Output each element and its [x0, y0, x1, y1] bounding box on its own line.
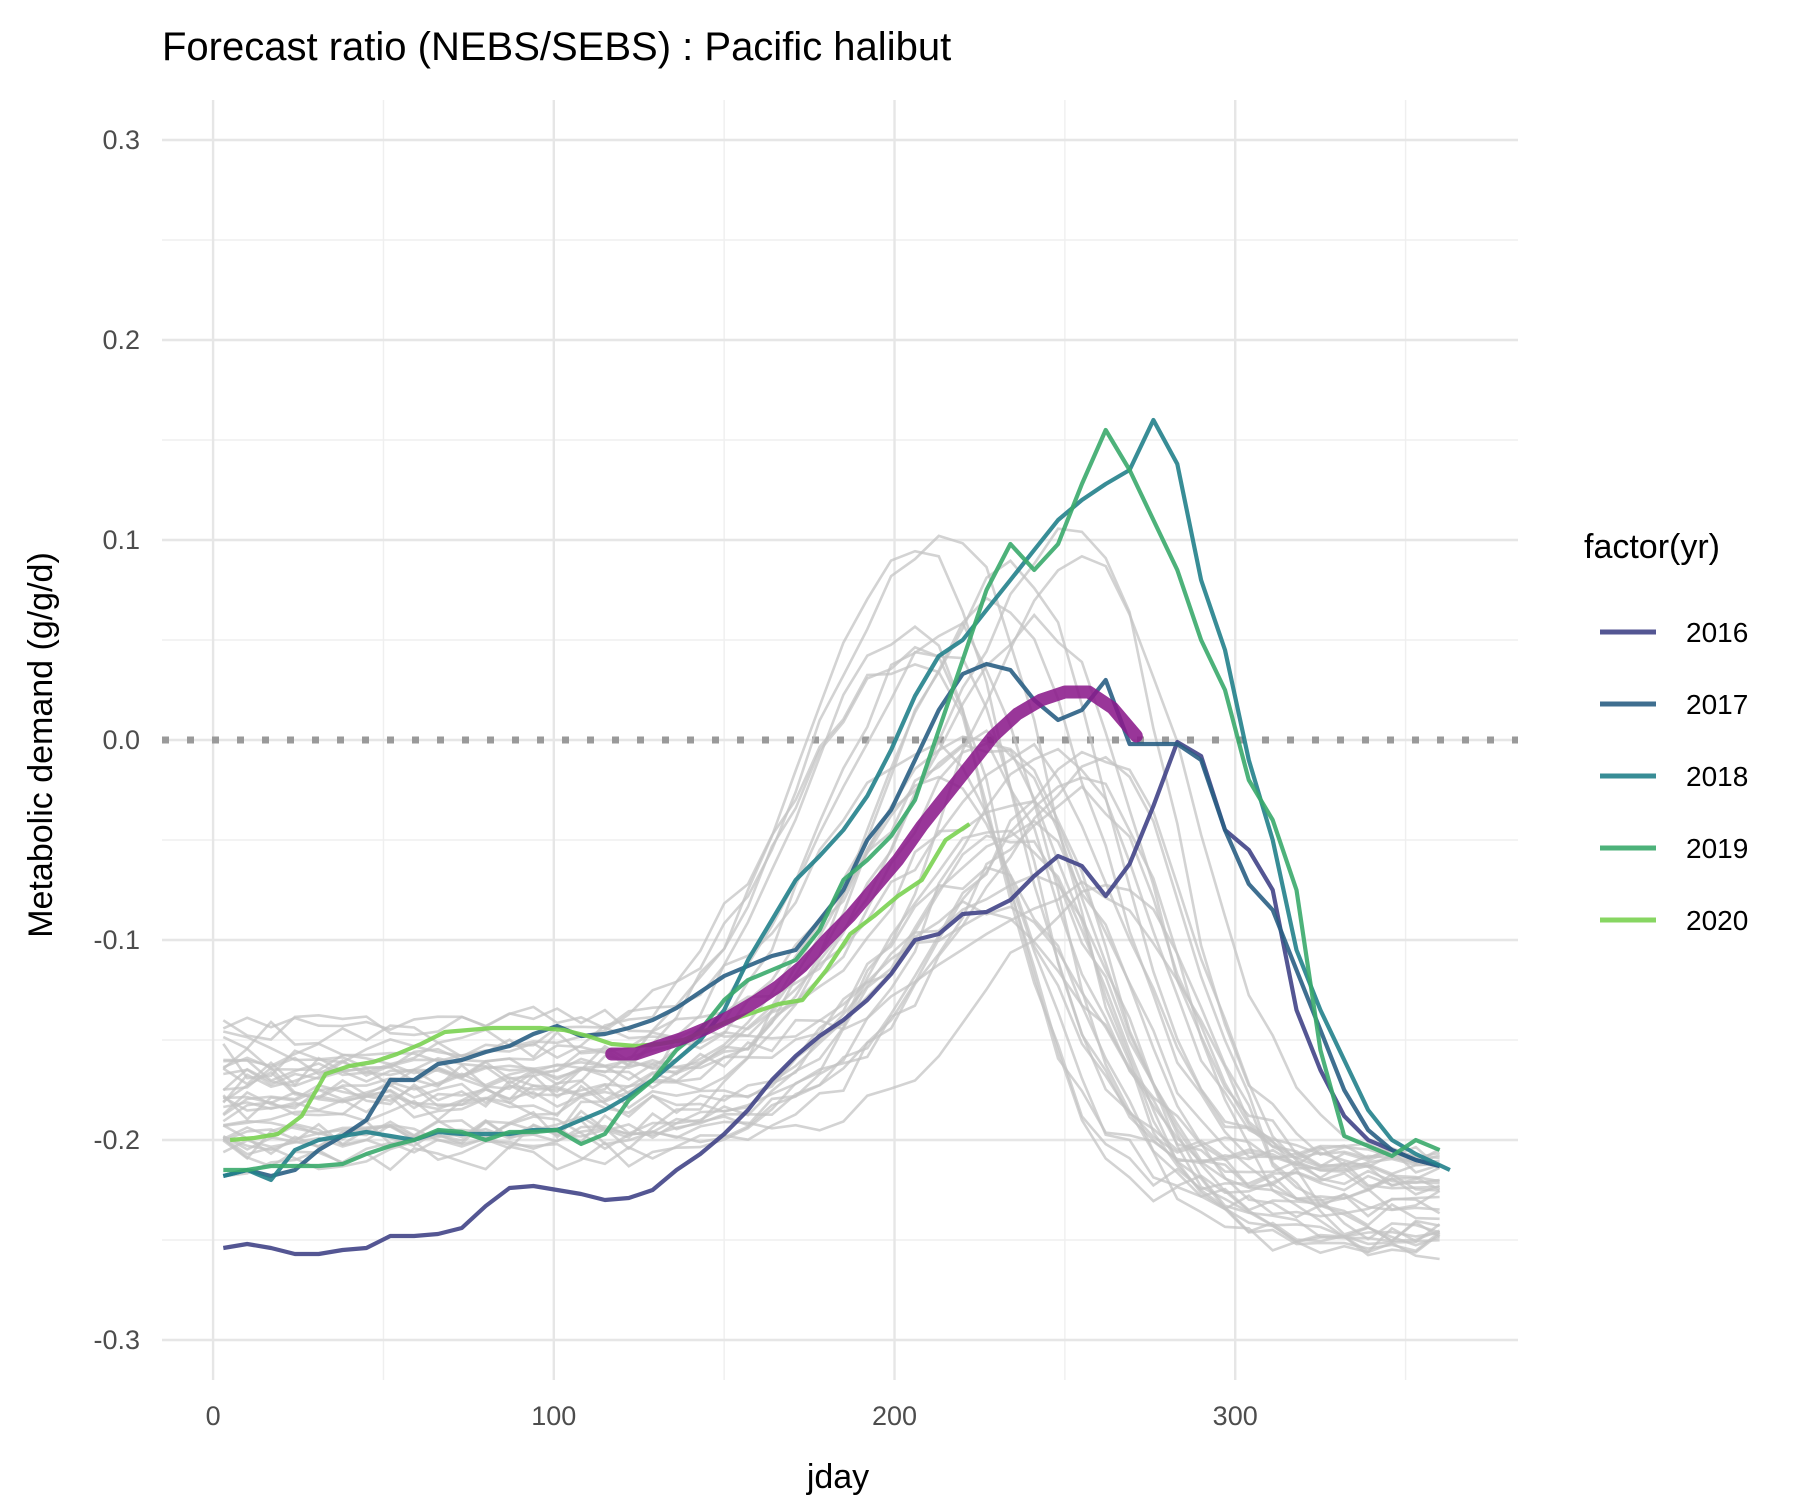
- legend-title: factor(yr): [1584, 528, 1720, 566]
- y-tick-label: 0.2: [102, 325, 140, 355]
- y-tick-label: -0.1: [93, 925, 140, 955]
- forecast-trend-line: [605, 685, 1143, 1061]
- legend-label-2020: 2020: [1686, 905, 1748, 936]
- background-year-line: [222, 880, 1441, 1243]
- background-year-line: [222, 743, 1441, 1257]
- chart-title: Forecast ratio (NEBS/SEBS) : Pacific hal…: [162, 25, 951, 69]
- legend-label-2017: 2017: [1686, 689, 1748, 720]
- x-axis-title: jday: [806, 1458, 869, 1496]
- background-year-line: [223, 755, 1441, 1243]
- forecast-trend-layer: [605, 685, 1143, 1061]
- background-year-line: [223, 663, 1440, 1192]
- highlighted-series-lines: [222, 417, 1451, 1257]
- y-tick-label: 0.0: [102, 725, 140, 755]
- series-line-2019: [223, 427, 1441, 1173]
- series-line-2020: [229, 822, 971, 1143]
- background-year-line: [222, 910, 1440, 1168]
- y-tick-label: -0.3: [93, 1325, 140, 1355]
- x-tick-label: 100: [531, 1401, 576, 1431]
- legend: factor(yr) 2016 2017 2018 2019 2020: [1584, 528, 1748, 936]
- series-line-2016: [222, 739, 1441, 1257]
- x-tick-label: 0: [206, 1401, 221, 1431]
- legend-label-2018: 2018: [1686, 761, 1748, 792]
- background-year-line: [222, 741, 1440, 1195]
- x-axis-tick-labels: 0 100 200 300: [206, 1401, 1258, 1431]
- legend-items: 2016 2017 2018 2019 2020: [1600, 617, 1748, 936]
- x-tick-label: 200: [872, 1401, 917, 1431]
- y-tick-label: -0.2: [93, 1125, 140, 1155]
- legend-label-2019: 2019: [1686, 833, 1748, 864]
- legend-label-2016: 2016: [1686, 617, 1748, 648]
- y-tick-label: 0.3: [102, 125, 140, 155]
- y-axis-title: Metabolic demand (g/g/d): [22, 552, 60, 938]
- y-tick-label: 0.1: [102, 525, 140, 555]
- background-year-line: [222, 650, 1441, 1191]
- background-year-line: [222, 784, 1441, 1188]
- x-tick-label: 300: [1213, 1401, 1258, 1431]
- y-axis-tick-labels: -0.3 -0.2 -0.1 0.0 0.1 0.2 0.3: [93, 125, 140, 1355]
- background-year-line: [222, 899, 1440, 1212]
- background-year-line: [222, 534, 1441, 1246]
- background-year-line: [223, 742, 1441, 1247]
- background-year-line: [222, 549, 1441, 1167]
- background-year-line: [223, 819, 1440, 1227]
- background-year-line: [223, 621, 1440, 1261]
- background-year-line: [222, 625, 1440, 1172]
- background-year-line: [222, 883, 1440, 1241]
- background-year-line: [223, 645, 1441, 1212]
